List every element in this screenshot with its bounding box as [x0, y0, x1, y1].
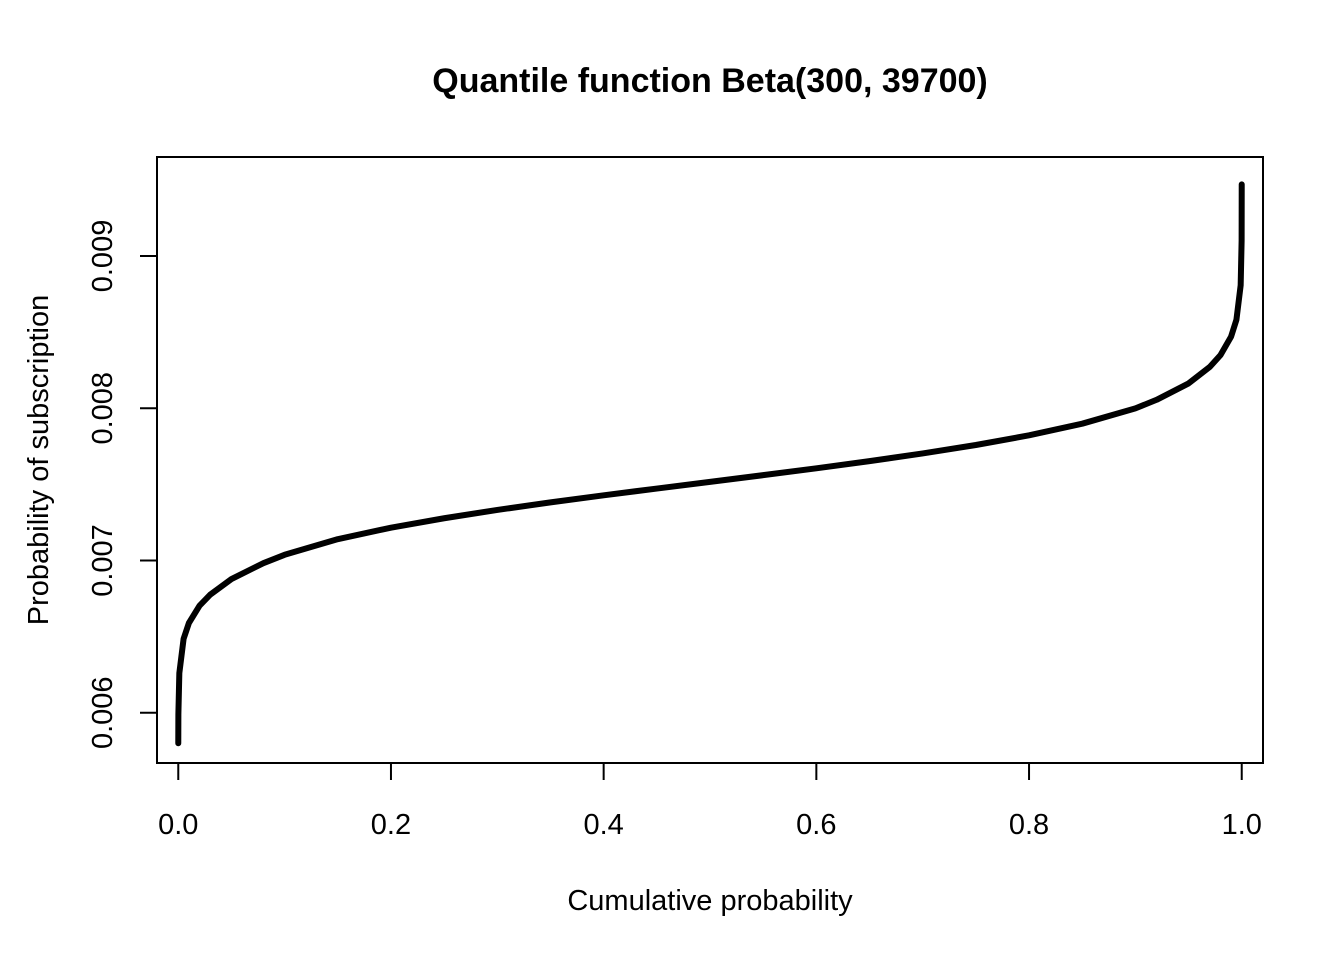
quantile-curve: [175, 181, 1245, 747]
x-tick-label: 0.0: [158, 809, 198, 841]
x-axis-label: Cumulative probability: [567, 885, 853, 917]
chart-title: Quantile function Beta(300, 39700): [432, 62, 988, 100]
y-axis-label: Probability of subscription: [23, 295, 55, 625]
x-tick-label: 0.2: [371, 809, 411, 841]
y-tick-label: 0.006: [87, 676, 119, 749]
plot-frame: [156, 156, 1264, 764]
x-tick-label: 0.8: [1009, 809, 1049, 841]
x-tick-label: 1.0: [1222, 809, 1262, 841]
y-tick-label: 0.007: [87, 524, 119, 597]
x-axis: 0.0 0.2 0.4 0.6 0.8 1.0: [158, 762, 1262, 841]
x-tick-label: 0.6: [796, 809, 836, 841]
x-tick-label: 0.4: [583, 809, 623, 841]
y-tick-label: 0.009: [87, 220, 119, 293]
y-axis: 0.006 0.007 0.008 0.009: [87, 220, 158, 749]
y-tick-label: 0.008: [87, 372, 119, 445]
